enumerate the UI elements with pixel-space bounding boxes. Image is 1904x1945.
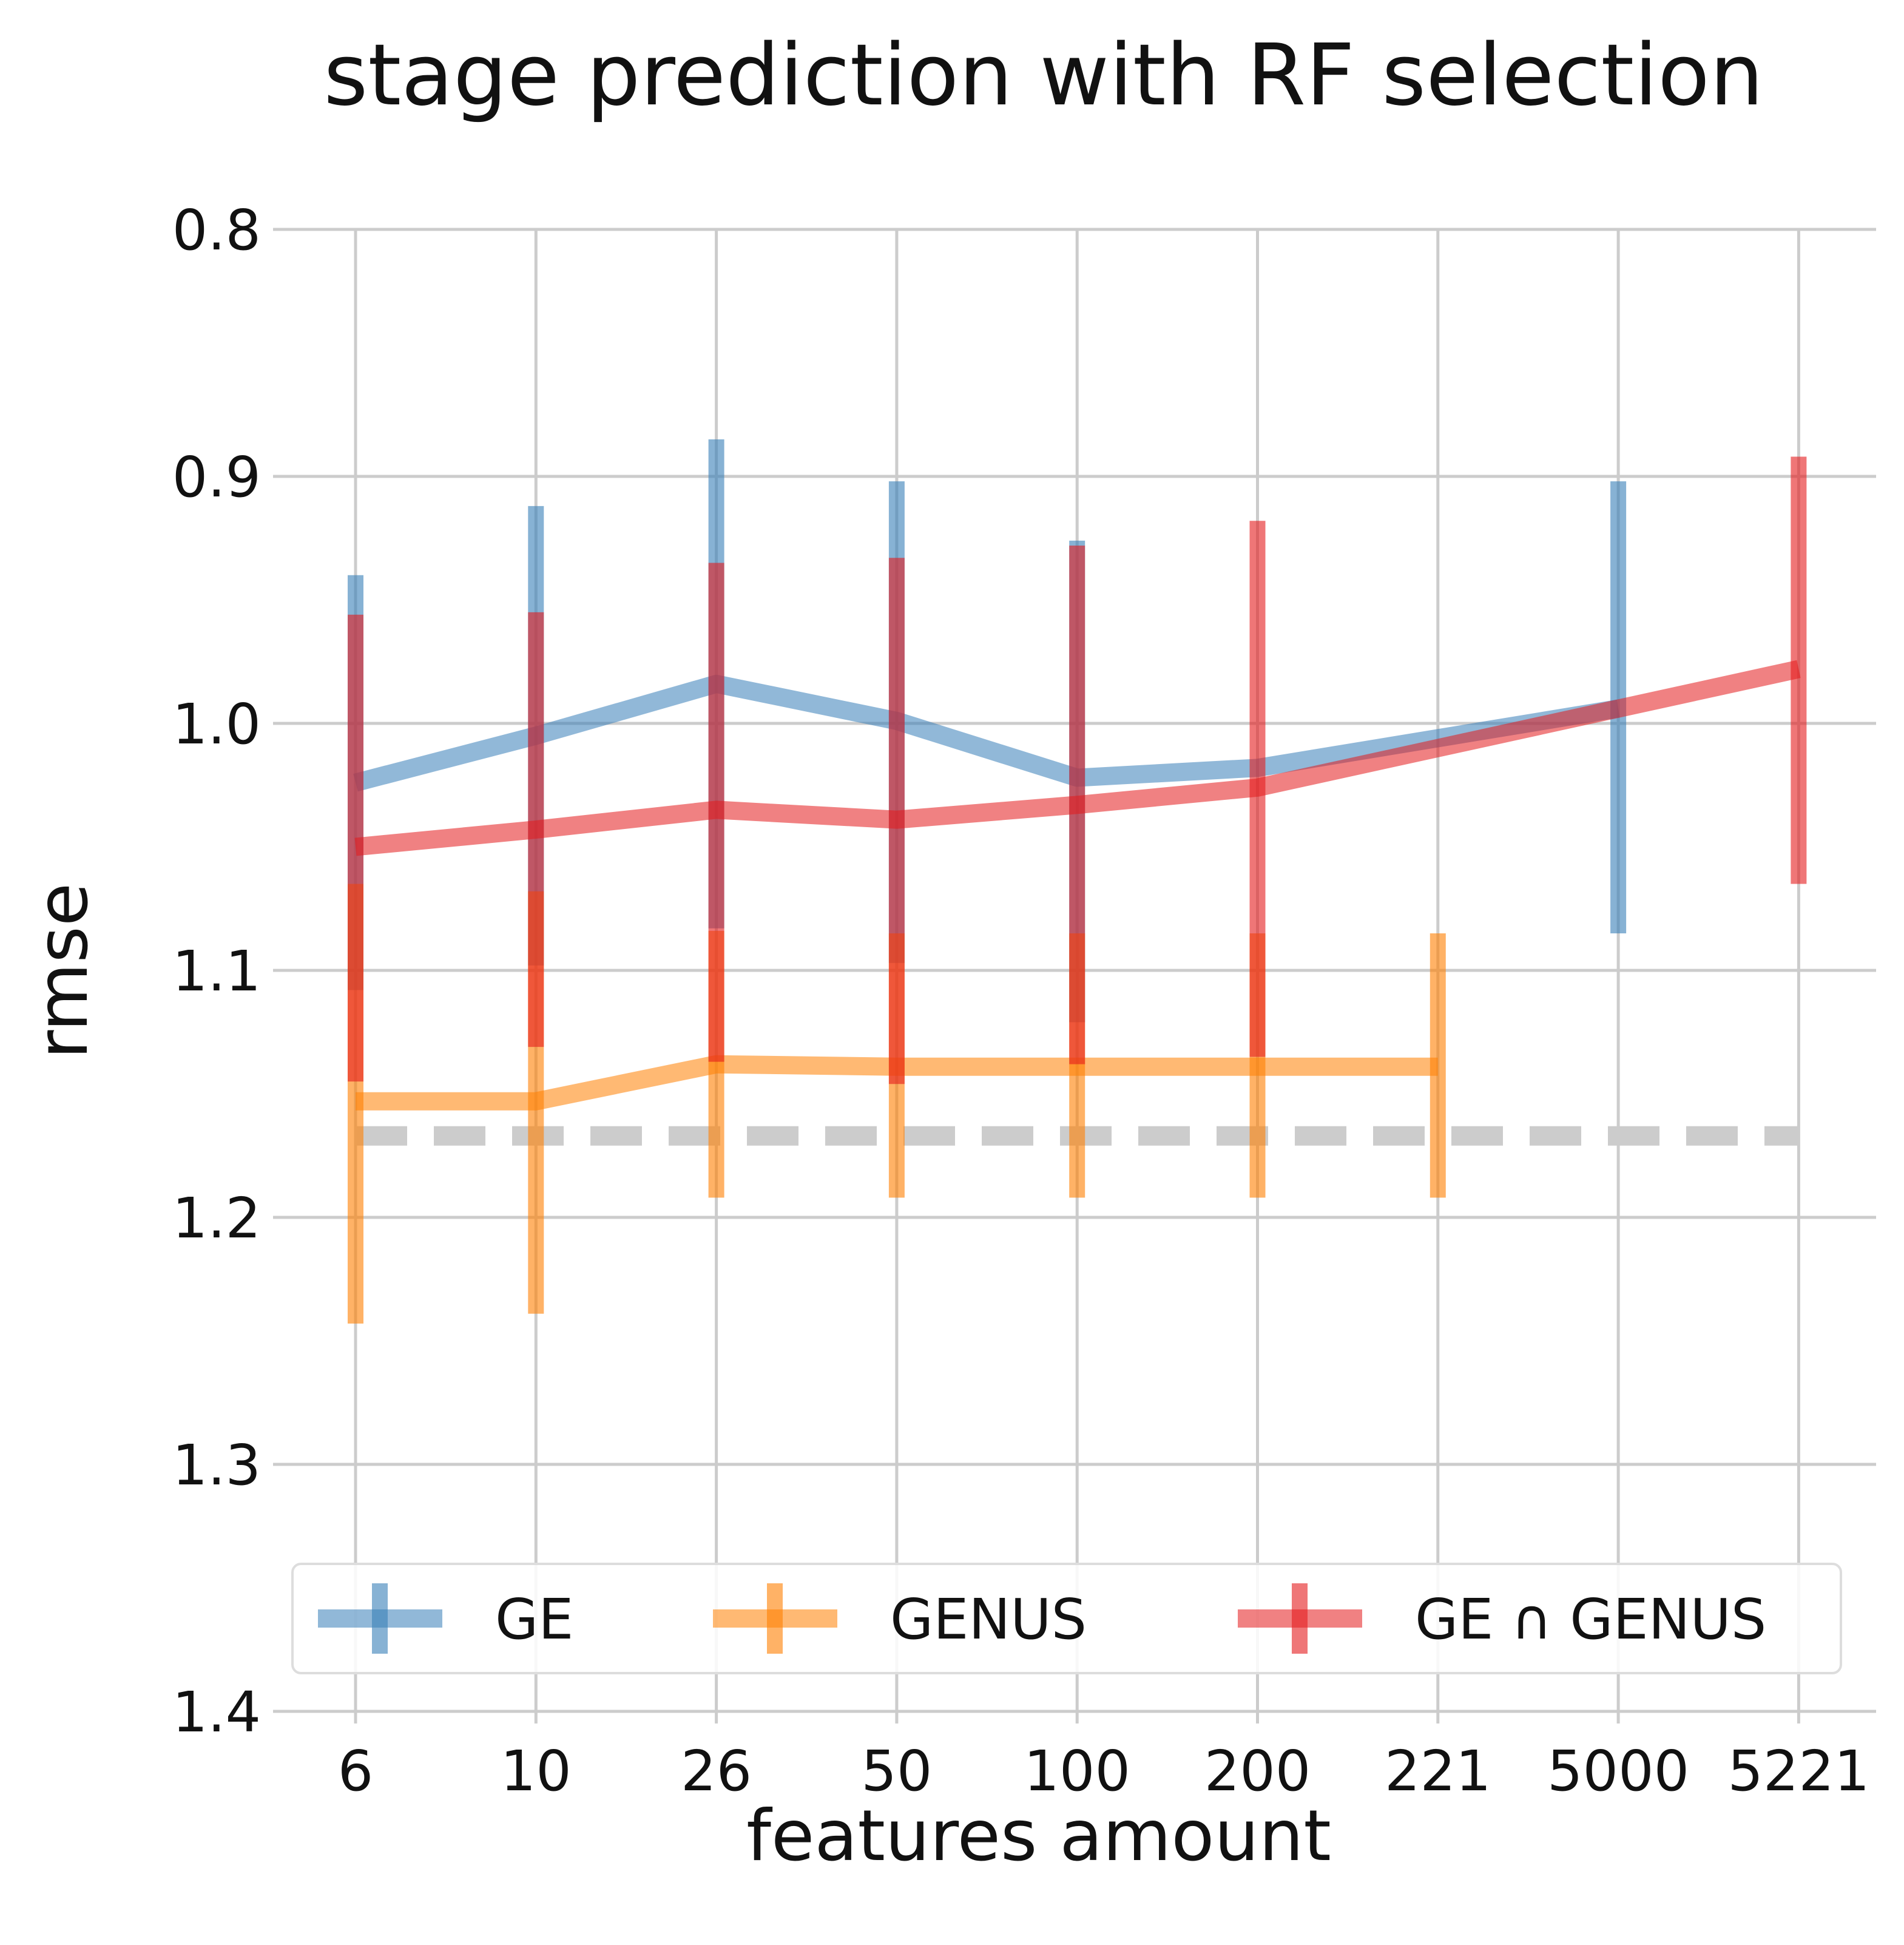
series-0 xyxy=(348,439,1627,1023)
chart-title: stage prediction with RF selection xyxy=(323,26,1763,125)
legend-label: GE ∩ GENUS xyxy=(1415,1587,1766,1652)
y-tick-label: 1.0 xyxy=(172,692,261,757)
legend: GE GENUS GE ∩ GENUS xyxy=(291,1563,1842,1674)
series-line xyxy=(353,674,1620,792)
data-point xyxy=(535,1101,536,1102)
series-layer xyxy=(348,439,1807,1324)
legend-entry: GE xyxy=(318,1583,573,1654)
data-point xyxy=(1076,1066,1078,1067)
x-tick-label: 10 xyxy=(501,1739,572,1804)
x-tick-label: 6 xyxy=(338,1739,374,1804)
series-2 xyxy=(348,456,1807,1084)
x-tick-label: 50 xyxy=(861,1739,932,1804)
data-point xyxy=(896,819,897,820)
y-tick-label: 1.1 xyxy=(172,939,261,1004)
y-tick-label: 1.4 xyxy=(172,1680,261,1745)
x-tick-label: 5000 xyxy=(1547,1739,1689,1804)
data-point xyxy=(1798,668,1799,669)
data-point xyxy=(355,1101,356,1102)
x-tick-label: 100 xyxy=(1024,1739,1130,1804)
y-tick-label: 0.8 xyxy=(172,198,261,263)
data-point xyxy=(1257,1066,1258,1067)
legend-label: GE xyxy=(495,1587,573,1652)
y-tick-label: 1.2 xyxy=(172,1186,261,1251)
y-axis-label: rmse xyxy=(22,883,104,1059)
legend-entry: GE ∩ GENUS xyxy=(1238,1583,1766,1654)
data-point xyxy=(1437,1066,1439,1067)
legend-entry: GENUS xyxy=(713,1583,1087,1654)
series-line xyxy=(354,660,1801,856)
data-point xyxy=(535,829,536,830)
y-axis-ticks: 0.8 0.9 1.0 1.1 1.2 1.3 1.4 xyxy=(172,198,285,1745)
data-point xyxy=(355,847,356,848)
x-tick-label: 221 xyxy=(1385,1739,1491,1804)
legend-box xyxy=(291,1563,1842,1674)
data-point xyxy=(1076,804,1078,805)
x-axis-label: features amount xyxy=(746,1795,1331,1877)
x-tick-label: 5221 xyxy=(1727,1739,1869,1804)
data-point xyxy=(1257,787,1258,788)
x-tick-label: 26 xyxy=(681,1739,752,1804)
legend-label: GENUS xyxy=(890,1587,1087,1652)
x-axis-ticks: 6 10 26 50 100 200 221 5000 5221 xyxy=(338,1711,1869,1804)
data-point xyxy=(716,1064,717,1065)
x-tick-label: 200 xyxy=(1204,1739,1311,1804)
y-tick-label: 0.9 xyxy=(172,445,261,510)
data-point xyxy=(716,809,717,810)
y-tick-label: 1.3 xyxy=(172,1433,261,1498)
